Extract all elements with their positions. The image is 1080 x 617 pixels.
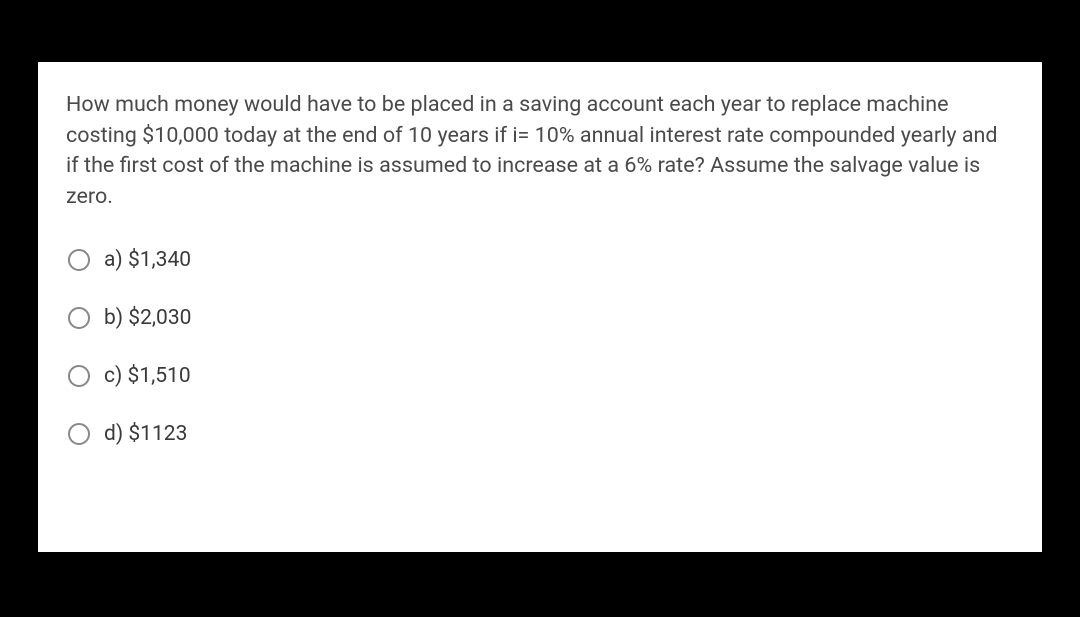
option-b[interactable]: b) $2,030 — [68, 306, 1008, 330]
radio-icon[interactable] — [68, 249, 90, 271]
options-group: a) $1,340 b) $2,030 c) $1,510 d) $1123 — [66, 248, 1008, 446]
option-label-d: d) $1123 — [104, 422, 187, 446]
radio-icon[interactable] — [68, 423, 90, 445]
option-c[interactable]: c) $1,510 — [68, 364, 1008, 388]
radio-icon[interactable] — [68, 307, 90, 329]
option-label-a: a) $1,340 — [104, 248, 191, 272]
option-label-b: b) $2,030 — [104, 306, 191, 330]
radio-icon[interactable] — [68, 365, 90, 387]
question-card: How much money would have to be placed i… — [38, 62, 1042, 552]
option-d[interactable]: d) $1123 — [68, 422, 1008, 446]
option-label-c: c) $1,510 — [104, 364, 191, 388]
question-text: How much money would have to be placed i… — [66, 90, 1008, 212]
option-a[interactable]: a) $1,340 — [68, 248, 1008, 272]
